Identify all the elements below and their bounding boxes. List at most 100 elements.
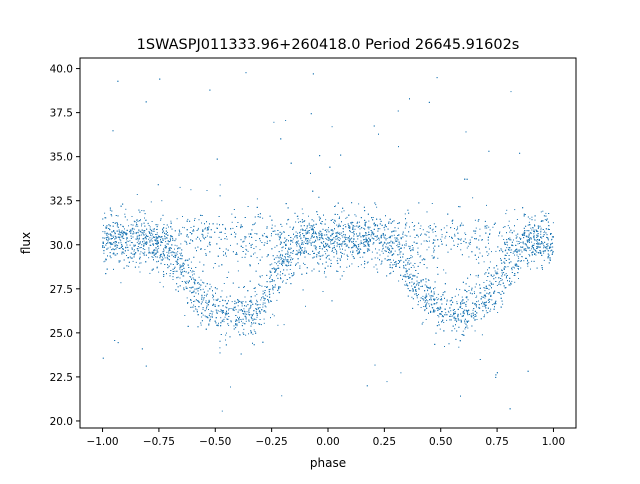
data-point xyxy=(491,299,493,301)
data-point xyxy=(331,243,333,245)
data-point xyxy=(428,246,430,248)
data-point xyxy=(416,297,418,299)
data-point xyxy=(456,301,458,303)
data-point xyxy=(417,273,419,274)
data-point xyxy=(337,231,339,233)
data-point xyxy=(266,240,268,242)
data-point xyxy=(400,251,402,253)
data-point xyxy=(197,282,199,284)
data-point xyxy=(357,238,359,240)
data-point xyxy=(237,222,239,223)
data-point xyxy=(317,239,319,241)
data-point xyxy=(408,275,409,277)
data-point xyxy=(449,319,451,321)
data-point xyxy=(273,121,275,123)
data-point xyxy=(454,233,456,235)
data-point xyxy=(105,217,107,219)
data-point xyxy=(505,277,507,279)
data-point xyxy=(406,270,408,271)
data-point xyxy=(375,204,377,206)
data-point xyxy=(437,308,439,310)
data-point xyxy=(264,242,266,244)
data-point xyxy=(320,233,322,235)
data-point xyxy=(392,248,394,250)
data-point xyxy=(342,236,344,238)
data-point xyxy=(133,244,135,246)
data-point xyxy=(171,251,173,253)
data-point xyxy=(531,216,533,218)
data-point xyxy=(259,307,261,309)
data-point xyxy=(212,311,214,313)
data-point xyxy=(360,242,362,244)
data-point xyxy=(391,242,393,244)
data-point xyxy=(379,259,380,261)
data-point xyxy=(290,257,292,259)
data-point xyxy=(405,245,407,247)
data-point xyxy=(486,204,487,206)
data-point xyxy=(119,232,121,234)
data-point xyxy=(290,261,292,263)
data-point xyxy=(512,245,514,247)
data-point xyxy=(117,233,119,235)
data-point xyxy=(510,91,512,93)
data-point xyxy=(477,276,479,278)
data-point xyxy=(509,231,511,233)
data-point xyxy=(444,346,445,347)
data-point xyxy=(256,316,258,318)
data-point xyxy=(144,251,146,253)
data-point xyxy=(523,234,525,236)
data-point xyxy=(352,226,354,228)
data-point xyxy=(378,249,380,251)
data-point xyxy=(110,234,112,236)
data-point xyxy=(119,237,120,239)
data-point xyxy=(358,203,360,205)
data-point xyxy=(530,268,531,270)
data-point xyxy=(262,306,264,308)
data-point xyxy=(389,236,391,238)
data-point xyxy=(255,270,257,272)
data-point xyxy=(466,301,468,303)
data-point xyxy=(495,272,497,274)
data-point xyxy=(299,265,301,267)
data-point xyxy=(153,243,155,245)
data-point xyxy=(335,250,337,252)
data-point xyxy=(488,226,490,228)
data-point xyxy=(368,228,370,230)
data-point xyxy=(304,235,305,237)
data-point xyxy=(154,239,156,241)
data-point xyxy=(493,303,495,305)
data-point xyxy=(483,261,485,263)
data-point xyxy=(226,236,227,238)
data-point xyxy=(463,309,465,311)
data-point xyxy=(383,241,385,243)
data-point xyxy=(263,318,265,320)
data-point xyxy=(343,271,345,272)
data-point xyxy=(181,252,182,254)
data-point xyxy=(178,233,180,235)
data-point xyxy=(430,303,432,305)
data-point xyxy=(177,276,179,278)
data-point xyxy=(411,285,413,287)
data-point xyxy=(367,234,369,236)
data-point xyxy=(142,233,144,235)
data-point xyxy=(304,247,306,249)
data-point xyxy=(420,297,422,299)
data-point xyxy=(362,235,364,237)
data-point xyxy=(372,231,374,233)
data-point xyxy=(526,250,527,252)
data-point xyxy=(497,268,499,270)
data-point xyxy=(495,376,497,378)
data-point xyxy=(202,236,204,238)
data-point xyxy=(337,214,339,215)
data-point xyxy=(106,259,107,261)
data-point xyxy=(532,250,534,252)
data-point xyxy=(493,291,495,293)
data-point xyxy=(282,255,284,257)
data-point xyxy=(540,251,542,253)
data-point xyxy=(259,249,261,251)
data-point xyxy=(441,234,443,236)
data-point xyxy=(122,251,124,253)
data-point xyxy=(141,225,142,227)
data-point xyxy=(240,226,242,228)
data-point xyxy=(191,302,192,304)
